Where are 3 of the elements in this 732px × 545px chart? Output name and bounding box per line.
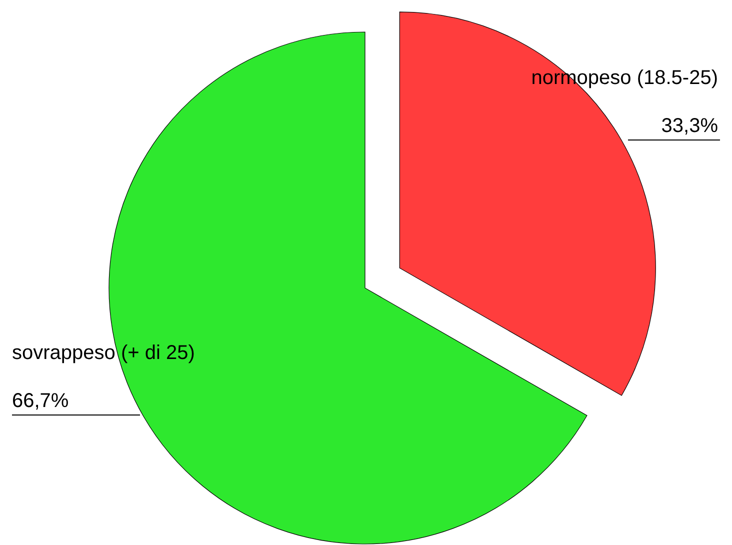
data-label: 66,7% [12, 390, 69, 412]
data-label: 33,3% [661, 115, 718, 137]
slice-label: sovrappeso (+ di 25) [12, 342, 195, 364]
